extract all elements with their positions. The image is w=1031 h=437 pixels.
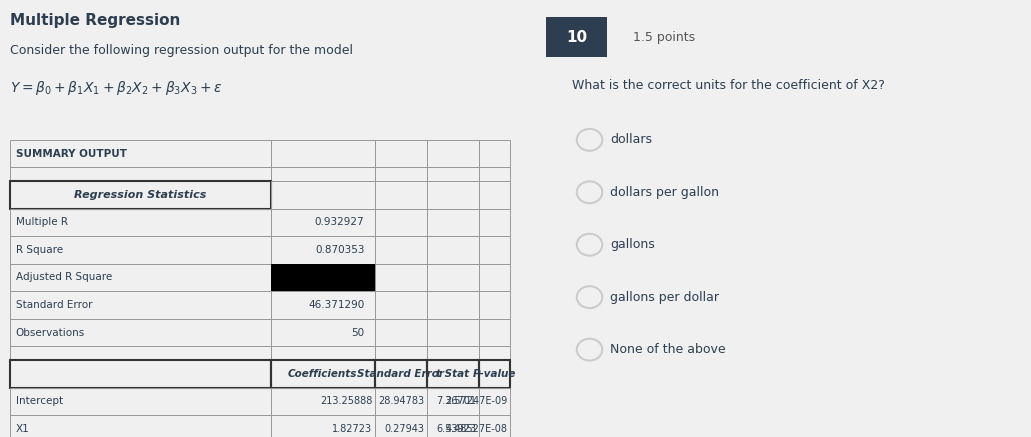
Text: What is the correct units for the coefficient of X2?: What is the correct units for the coeffi…: [571, 79, 885, 92]
Text: 213.25888: 213.25888: [320, 396, 372, 406]
Text: Standard Error: Standard Error: [15, 300, 92, 310]
Text: 4.48527E-08: 4.48527E-08: [445, 424, 507, 434]
Text: None of the above: None of the above: [610, 343, 726, 356]
Text: Intercept: Intercept: [15, 396, 63, 406]
Text: SUMMARY OUTPUT: SUMMARY OUTPUT: [15, 149, 127, 159]
Text: 0.932927: 0.932927: [314, 218, 365, 227]
Text: X1: X1: [15, 424, 29, 434]
Text: 7.36701: 7.36701: [436, 396, 476, 406]
Text: Adjusted R Square: Adjusted R Square: [15, 273, 112, 282]
Text: t Stat: t Stat: [436, 369, 469, 379]
Text: dollars: dollars: [610, 133, 652, 146]
Text: gallons per dollar: gallons per dollar: [610, 291, 719, 304]
Text: Regression Statistics: Regression Statistics: [74, 190, 207, 200]
FancyBboxPatch shape: [546, 17, 607, 57]
Text: R Square: R Square: [15, 245, 63, 255]
Text: 28.94783: 28.94783: [378, 396, 425, 406]
Text: 10: 10: [566, 30, 588, 45]
Text: Multiple Regression: Multiple Regression: [10, 13, 180, 28]
Text: 1.5 points: 1.5 points: [633, 31, 695, 44]
Text: P-value: P-value: [473, 369, 517, 379]
Text: Observations: Observations: [15, 328, 85, 337]
Text: 46.371290: 46.371290: [308, 300, 365, 310]
Text: Multiple R: Multiple R: [15, 218, 68, 227]
Text: Consider the following regression output for the model: Consider the following regression output…: [10, 44, 354, 57]
Text: 0.27943: 0.27943: [385, 424, 425, 434]
Text: 50: 50: [352, 328, 365, 337]
Text: 6.53923: 6.53923: [436, 424, 476, 434]
Text: Standard Error: Standard Error: [358, 369, 444, 379]
Text: $Y = \beta_0 + \beta_1 X_1 + \beta_2 X_2 + \beta_3 X_3 + \epsilon$: $Y = \beta_0 + \beta_1 X_1 + \beta_2 X_2…: [10, 79, 223, 97]
Text: 2.57247E-09: 2.57247E-09: [445, 396, 507, 406]
Text: dollars per gallon: dollars per gallon: [610, 186, 719, 199]
Text: 0.870353: 0.870353: [314, 245, 365, 255]
Text: Coefficients: Coefficients: [288, 369, 358, 379]
Text: gallons: gallons: [610, 238, 655, 251]
Text: 1.82723: 1.82723: [332, 424, 372, 434]
FancyBboxPatch shape: [271, 264, 375, 291]
